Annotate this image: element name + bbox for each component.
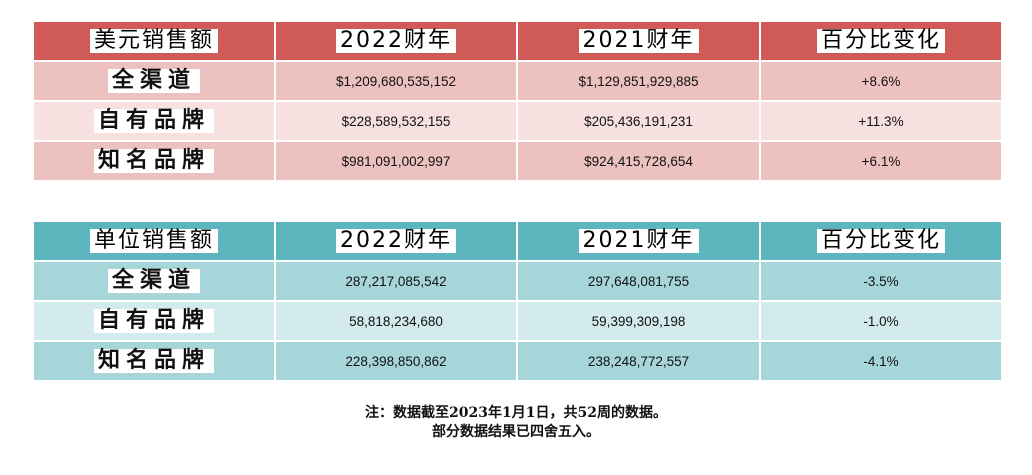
header-label: 2022财年 — [336, 29, 456, 53]
column-header: 2022财年 — [274, 20, 518, 62]
table-cell: $981,091,002,997 — [274, 140, 518, 182]
header-label: 2022财年 — [336, 229, 456, 253]
header-label: 单位销售额 — [89, 229, 218, 253]
row-label-cell: 自有品牌 — [32, 100, 276, 142]
header-label: 2021财年 — [578, 29, 699, 53]
table-cell: 228,398,850,862 — [274, 340, 518, 382]
column-header: 2021财年 — [516, 220, 761, 262]
row-label-cell: 全渠道 — [32, 60, 276, 102]
table-row: 自有品牌 58,818,234,680 59,399,309,198 -1.0% — [32, 300, 1003, 342]
row-label: 自有品牌 — [93, 109, 214, 133]
column-header: 单位销售额 — [32, 220, 276, 262]
row-label: 知名品牌 — [93, 349, 214, 373]
table-cell: $924,415,728,654 — [516, 140, 761, 182]
unit-sales-table: 单位销售额 2022财年 2021财年 百分比变化 全渠道 287,217,08… — [32, 220, 1003, 382]
footnote-line-2: 部分数据结果已四舍五入。 — [432, 424, 600, 440]
table-cell: -1.0% — [759, 300, 1003, 342]
column-header: 美元销售额 — [32, 20, 276, 62]
table-cell: -3.5% — [759, 260, 1003, 302]
header-label: 美元销售额 — [89, 29, 218, 53]
table-cell: +8.6% — [759, 60, 1003, 102]
table-header-row: 美元销售额 2022财年 2021财年 百分比变化 — [32, 20, 1003, 62]
table-cell: +11.3% — [759, 100, 1003, 142]
row-label: 全渠道 — [107, 69, 200, 93]
header-label: 2021财年 — [578, 229, 699, 253]
table-cell: $1,129,851,929,885 — [516, 60, 761, 102]
table-row: 知名品牌 $981,091,002,997 $924,415,728,654 +… — [32, 140, 1003, 182]
table-cell: $1,209,680,535,152 — [274, 60, 518, 102]
table-row: 知名品牌 228,398,850,862 238,248,772,557 -4.… — [32, 340, 1003, 382]
table-cell: 238,248,772,557 — [516, 340, 761, 382]
row-label: 知名品牌 — [93, 149, 214, 173]
row-label-cell: 知名品牌 — [32, 140, 276, 182]
table-cell: 59,399,309,198 — [516, 300, 761, 342]
table-header-row: 单位销售额 2022财年 2021财年 百分比变化 — [32, 220, 1003, 262]
table-cell: $205,436,191,231 — [516, 100, 761, 142]
row-label-cell: 知名品牌 — [32, 340, 276, 382]
table-cell: $228,589,532,155 — [274, 100, 518, 142]
table-row: 全渠道 $1,209,680,535,152 $1,129,851,929,88… — [32, 60, 1003, 102]
table-cell: 297,648,081,755 — [516, 260, 761, 302]
footnote: 注：数据截至2023年1月1日，共52周的数据。 部分数据结果已四舍五入。 — [0, 404, 1032, 442]
table-cell: 58,818,234,680 — [274, 300, 518, 342]
table-row: 自有品牌 $228,589,532,155 $205,436,191,231 +… — [32, 100, 1003, 142]
row-label-cell: 全渠道 — [32, 260, 276, 302]
column-header: 百分比变化 — [759, 220, 1003, 262]
header-label: 百分比变化 — [816, 229, 945, 253]
table-cell: -4.1% — [759, 340, 1003, 382]
column-header: 2022财年 — [274, 220, 518, 262]
row-label-cell: 自有品牌 — [32, 300, 276, 342]
row-label: 自有品牌 — [93, 309, 214, 333]
table-cell: +6.1% — [759, 140, 1003, 182]
column-header: 百分比变化 — [759, 20, 1003, 62]
usd-sales-table: 美元销售额 2022财年 2021财年 百分比变化 全渠道 $1,209,680… — [32, 20, 1003, 182]
table-cell: 287,217,085,542 — [274, 260, 518, 302]
table-row: 全渠道 287,217,085,542 297,648,081,755 -3.5… — [32, 260, 1003, 302]
row-label: 全渠道 — [107, 269, 200, 293]
footnote-line-1: 注：数据截至2023年1月1日，共52周的数据。 — [365, 405, 667, 421]
header-label: 百分比变化 — [816, 29, 945, 53]
column-header: 2021财年 — [516, 20, 761, 62]
